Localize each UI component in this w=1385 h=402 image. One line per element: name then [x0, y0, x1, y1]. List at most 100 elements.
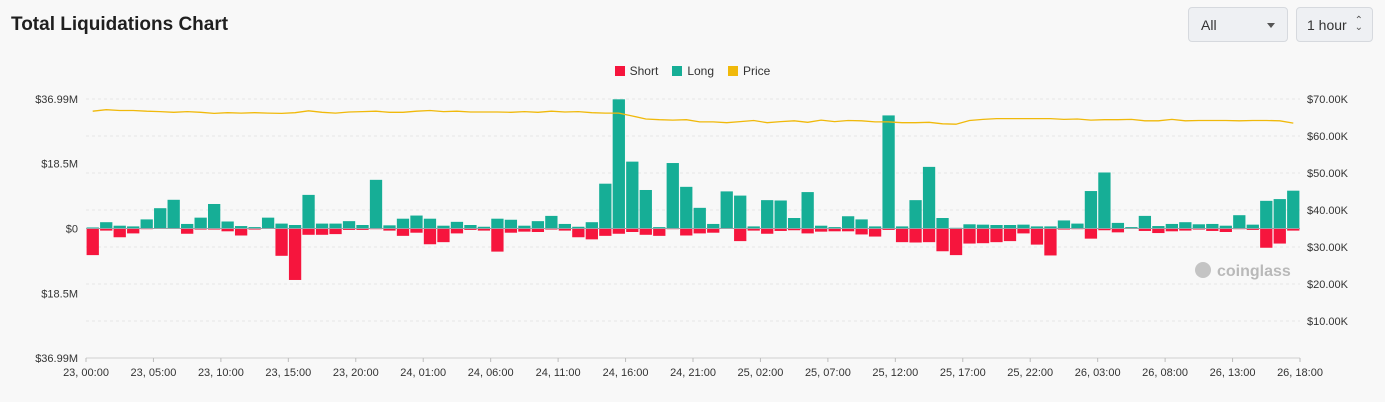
long-bar — [761, 200, 774, 229]
long-bar — [1125, 227, 1138, 229]
interval-select[interactable]: 1 hour ⌃ ⌄ — [1296, 7, 1373, 42]
x-tick-label: 26, 13:00 — [1210, 367, 1256, 379]
short-bar — [208, 228, 221, 230]
long-bar — [868, 226, 882, 229]
short-bar — [693, 228, 706, 234]
short-bar — [113, 228, 126, 238]
long-bar — [531, 221, 545, 229]
legend-item-long[interactable]: Long — [672, 64, 714, 78]
short-bar — [1152, 228, 1165, 234]
x-tick-label: 23, 15:00 — [265, 367, 311, 379]
short-bar — [895, 228, 909, 243]
long-bar — [612, 99, 625, 229]
long-bar — [815, 225, 828, 229]
price-line — [92, 109, 1294, 125]
legend-item-price[interactable]: Price — [728, 64, 770, 78]
long-bar — [976, 224, 990, 229]
legend-item-short[interactable]: Short — [614, 64, 658, 78]
chart-title: Total Liquidations Chart — [11, 14, 229, 35]
x-tick-label: 25, 17:00 — [940, 367, 986, 379]
short-bar — [599, 228, 612, 236]
short-bar — [127, 228, 140, 234]
long-swatch-icon — [672, 66, 683, 76]
short-bar — [1030, 228, 1044, 245]
short-bar — [653, 228, 666, 236]
x-tick-label: 26, 18:00 — [1277, 367, 1323, 379]
long-bar — [653, 227, 666, 229]
y-right-tick-label: $50.00K — [1307, 168, 1349, 180]
long-bar — [720, 191, 733, 229]
y-right-tick-label: $10.00K — [1307, 316, 1349, 328]
short-bar — [221, 228, 234, 232]
long-bar — [477, 226, 491, 229]
long-bar — [127, 226, 140, 229]
long-bar — [491, 218, 504, 229]
long-bar — [734, 195, 747, 229]
long-bar — [585, 222, 598, 229]
short-bar — [504, 228, 518, 233]
short-bar — [558, 228, 571, 231]
long-bar — [1192, 224, 1205, 229]
long-bar — [275, 223, 288, 229]
short-bar — [302, 228, 315, 235]
short-bar — [248, 228, 261, 230]
long-bar — [774, 200, 787, 229]
legend-price-label: Price — [743, 64, 771, 78]
short-bar — [626, 228, 639, 233]
long-bar — [747, 226, 760, 229]
interval-select-value: 1 hour — [1307, 16, 1347, 33]
long-bar — [801, 192, 814, 229]
long-bar — [113, 225, 126, 229]
long-bar — [288, 224, 302, 229]
price-swatch-icon — [728, 66, 739, 76]
long-bar — [1246, 224, 1259, 229]
watermark-text: coinglass — [1217, 263, 1291, 280]
short-bar — [342, 228, 356, 230]
y-right-tick-label: $60.00K — [1307, 131, 1349, 143]
long-bar — [1138, 215, 1152, 229]
long-bar — [626, 161, 639, 229]
short-bar — [194, 228, 207, 230]
short-bar — [1057, 228, 1071, 230]
long-bar — [181, 223, 194, 229]
long-bar — [1219, 225, 1232, 229]
filter-select[interactable]: All — [1188, 7, 1288, 42]
long-bar — [1206, 223, 1219, 229]
y-left-tick-label: $36.99M — [35, 94, 78, 106]
long-bar — [936, 217, 949, 229]
x-tick-label: 23, 20:00 — [333, 367, 379, 379]
short-bar — [477, 228, 491, 231]
long-bar — [828, 227, 841, 229]
long-bar — [100, 222, 113, 229]
long-bar — [1017, 224, 1030, 229]
short-bar — [774, 228, 787, 231]
long-bar — [221, 221, 234, 229]
short-swatch-icon — [614, 66, 625, 76]
long-bar — [383, 225, 396, 229]
long-bar — [1084, 191, 1098, 229]
x-tick-label: 25, 12:00 — [872, 367, 918, 379]
long-bar — [518, 225, 531, 229]
long-bar — [423, 218, 437, 229]
short-bar — [963, 228, 976, 244]
long-bar — [1152, 226, 1165, 229]
short-bar — [356, 228, 369, 230]
long-bar — [396, 218, 410, 229]
x-tick-label: 23, 05:00 — [131, 367, 177, 379]
short-bar — [572, 228, 585, 238]
long-bar — [680, 186, 693, 229]
short-bar — [882, 228, 895, 230]
long-bar — [841, 216, 855, 229]
long-bar — [1111, 222, 1125, 229]
short-bar — [1192, 228, 1205, 230]
short-bar — [315, 228, 329, 235]
long-bar — [167, 199, 180, 229]
updown-arrows-icon: ⌃ ⌄ — [1354, 15, 1363, 33]
x-tick-label: 24, 06:00 — [468, 367, 514, 379]
long-bar — [1287, 190, 1300, 229]
long-bar — [1179, 222, 1192, 229]
long-bar — [302, 194, 315, 229]
short-bar — [545, 228, 558, 230]
short-bar — [612, 228, 625, 234]
